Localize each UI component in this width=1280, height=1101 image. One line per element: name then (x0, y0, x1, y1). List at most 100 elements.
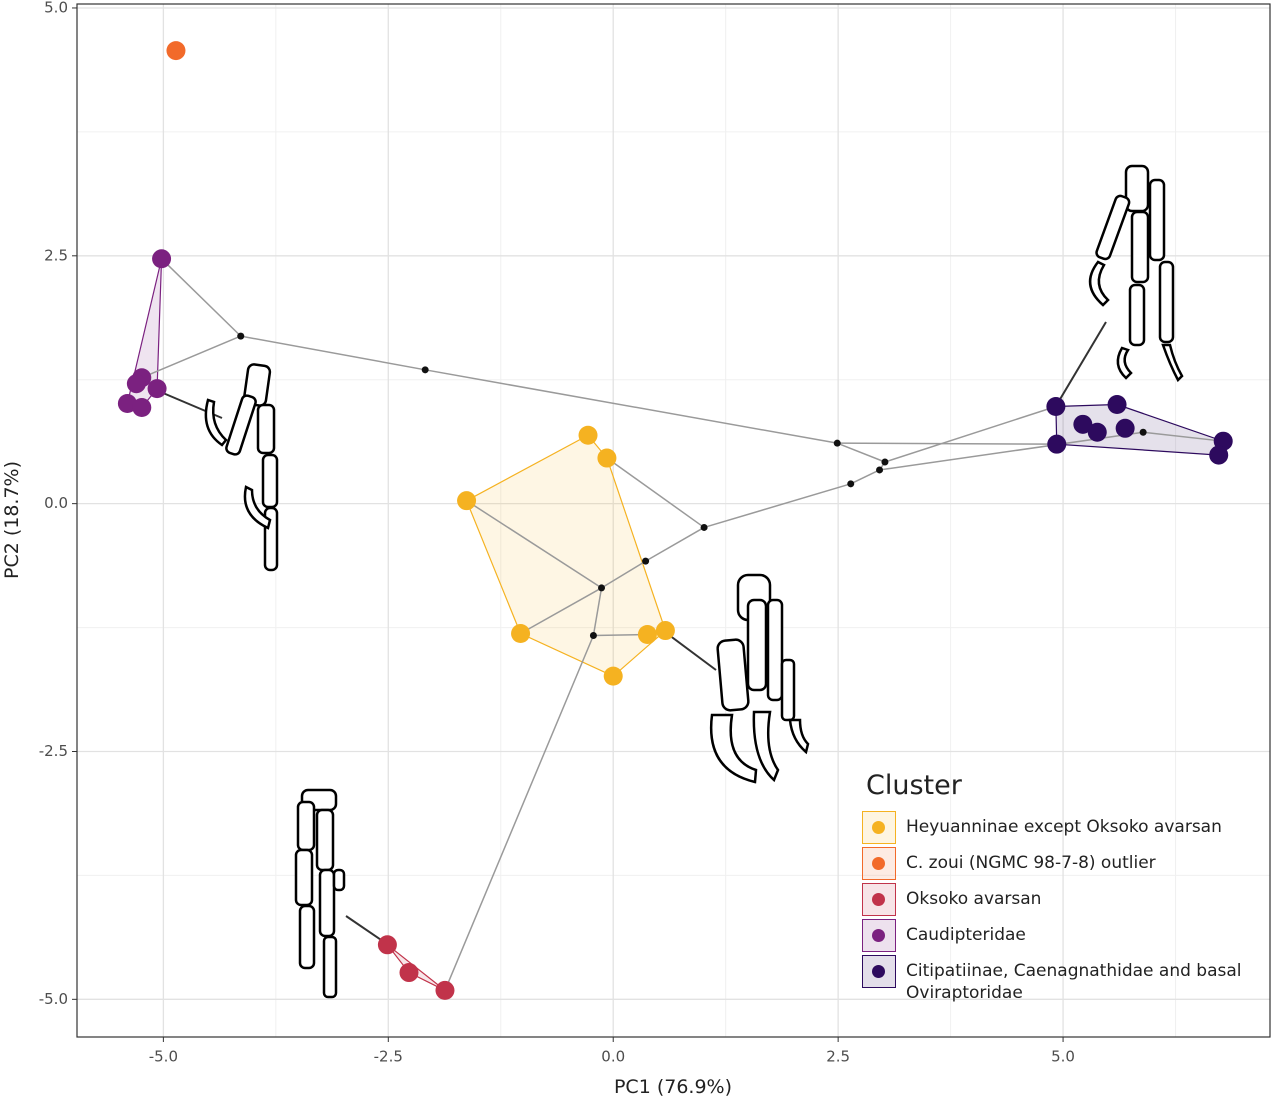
point (597, 448, 617, 468)
hand-drawing (1089, 164, 1184, 383)
legend-dot (872, 857, 885, 870)
tree-branch (837, 442, 1057, 445)
legend-key (862, 847, 896, 880)
tree-branch (1143, 431, 1224, 442)
point (603, 666, 623, 686)
tree-branch (645, 526, 705, 562)
legend-entry: Caudipteridae (862, 919, 1262, 952)
legend-label: Heyuanninae except Oksoko avarsan (906, 817, 1222, 837)
hand-drawing (294, 788, 346, 999)
legend-dot (872, 965, 885, 978)
x-tick-label: 2.5 (826, 1048, 850, 1066)
point (1209, 445, 1229, 465)
tree-branch (240, 335, 426, 371)
point (147, 379, 167, 399)
tree-branch (444, 635, 595, 991)
tree-node (1139, 428, 1147, 436)
legend-key (862, 919, 896, 952)
point (1087, 422, 1107, 442)
tree-node (421, 366, 429, 374)
legend-key (862, 955, 896, 988)
tree-branch (601, 560, 646, 589)
point (511, 624, 531, 644)
legend-key (862, 811, 896, 844)
point (377, 935, 397, 955)
tree-branch (425, 369, 838, 444)
tree-node (833, 439, 841, 447)
tree-branch (836, 442, 886, 463)
legend: Cluster Heyuanninae except Oksoko avarsa… (862, 770, 1262, 1007)
point (1047, 434, 1067, 454)
tree-branch (703, 483, 851, 529)
point (1073, 414, 1093, 434)
tree-branch (884, 405, 1057, 463)
tree-node (881, 458, 889, 466)
tree-node (876, 466, 884, 474)
point (435, 980, 455, 1000)
point (578, 425, 598, 445)
legend-title: Cluster (866, 770, 962, 801)
legend-entry: Heyuanninae except Oksoko avarsan (862, 811, 1262, 844)
legend-entry: C. zoui (NGMC 98-7-8) outlier (862, 847, 1262, 880)
tree-branch (520, 587, 602, 635)
x-tick-label: -2.5 (374, 1048, 403, 1066)
tree-branch (592, 587, 603, 636)
grid: -5.0 -2.5 0.0 2.5 5.0 -5.0 -2.5 0.0 2.5 5.0 (39, 0, 1270, 1066)
leader-line (1055, 321, 1107, 407)
x-tick-label: -5.0 (149, 1048, 178, 1066)
plot-frame (76, 3, 1271, 1038)
hulls (126, 258, 1224, 991)
tree-branch (466, 500, 602, 589)
legend-dot (872, 929, 885, 942)
point (1046, 396, 1066, 416)
legend-label: Caudipteridae (906, 925, 1026, 945)
y-tick-label: 2.5 (44, 246, 68, 264)
point (166, 41, 186, 61)
tree-node (700, 523, 708, 531)
hand-drawing (204, 363, 279, 572)
point (1107, 395, 1127, 415)
points (117, 41, 1233, 1000)
y-tick-label: 5.0 (44, 0, 68, 16)
x-axis-title: PC1 (76.9%) (614, 1076, 732, 1098)
point (655, 621, 675, 641)
legend-entry: Citipatiinae, Caenagnathidae and basal O… (862, 955, 1262, 1004)
tree-branch (850, 469, 880, 485)
point (637, 625, 657, 645)
legend-label: Citipatiinae, Caenagnathidae and basal O… (906, 961, 1242, 1003)
y-tick-label: 0.0 (44, 494, 68, 512)
y-tick-label: -2.5 (39, 742, 68, 760)
x-tick-label: 0.0 (601, 1048, 625, 1066)
y-axis-title: PC2 (18.7%) (1, 461, 23, 579)
tree-node (589, 631, 597, 639)
legend-dot (872, 821, 885, 834)
point (399, 963, 419, 983)
tree-node (598, 584, 606, 592)
point (117, 394, 137, 414)
tree (141, 258, 1224, 991)
legend-dot (872, 893, 885, 906)
tree-branch (161, 258, 242, 337)
legend-label: Oksoko avarsan (906, 889, 1042, 909)
cluster-hull (465, 434, 667, 677)
tree-node (642, 557, 650, 565)
point (457, 491, 477, 511)
leader-line (664, 631, 717, 671)
legend-label: C. zoui (NGMC 98-7-8) outlier (906, 853, 1156, 873)
tree-node (847, 480, 855, 488)
point (126, 374, 146, 394)
tree-branch (606, 457, 705, 529)
legend-entry: Oksoko avarsan (862, 883, 1262, 916)
point (1115, 418, 1135, 438)
legend-key (862, 883, 896, 916)
x-tick-label: 5.0 (1051, 1048, 1075, 1066)
point (152, 249, 172, 269)
y-tick-label: -5.0 (39, 990, 68, 1008)
skeleton-illustrations (162, 164, 1184, 999)
tree-branch (141, 335, 242, 379)
tree-node (237, 332, 245, 340)
hand-drawing (709, 573, 810, 784)
point (132, 397, 152, 417)
